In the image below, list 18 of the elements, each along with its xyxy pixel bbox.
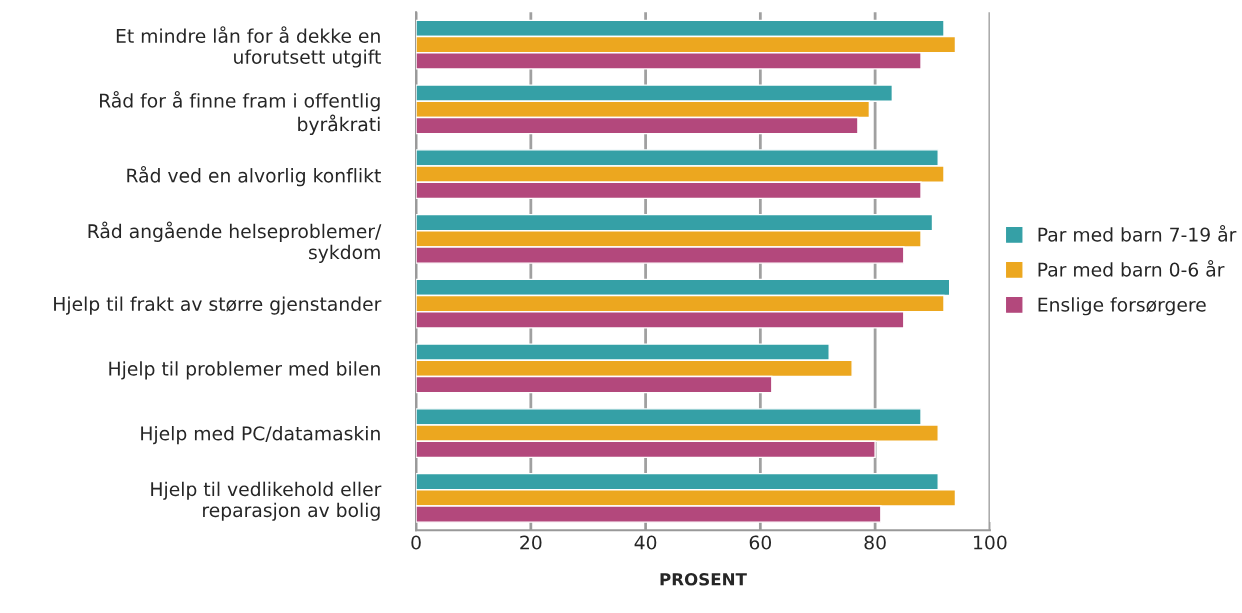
x-tick-label: 80	[864, 535, 886, 550]
legend-label: Enslige forsørgere	[1038, 297, 1206, 316]
y-tick-label: Råd angående helseproblemer/ sykdom	[88, 221, 382, 263]
y-tick-label: Hjelp til frakt av større gjenstander	[54, 296, 382, 315]
x-tick-label: 100	[974, 535, 1007, 550]
y-tick-label: Råd for å finne fram i offentlig byråkrati	[100, 90, 380, 135]
legend-label: Par med barn 7-19 år	[1038, 224, 1237, 242]
x-axis-title: PROSENT	[660, 572, 747, 586]
y-tick-label: Hjelp med PC/datamaskin	[141, 426, 380, 445]
legend-label: Par med barn 0-6 år	[1038, 259, 1225, 277]
y-tick-label: Et mindre lån for å dekke en uforutsett utgift	[116, 26, 381, 68]
x-tick-label: 60	[749, 535, 772, 550]
y-tick-label: Hjelp til vedlikehold eller reparasjon av bolig	[151, 481, 382, 521]
x-tick-label: 20	[520, 535, 542, 550]
x-tick-label: 0	[411, 535, 421, 550]
x-tick-label: 40	[634, 535, 657, 550]
y-tick-label: Råd ved en alvorlig konflikt	[127, 165, 381, 187]
y-tick-label: Hjelp til problemer med bilen	[109, 361, 380, 380]
